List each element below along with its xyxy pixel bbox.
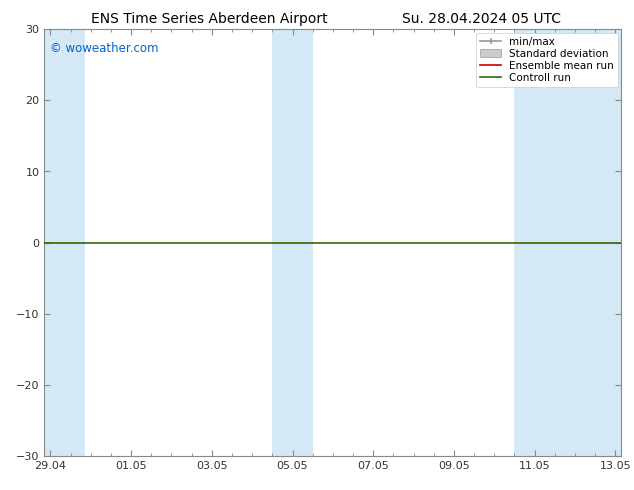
Text: ENS Time Series Aberdeen Airport: ENS Time Series Aberdeen Airport [91,12,328,26]
Bar [273,29,313,456]
Bar [555,29,621,456]
Legend: min/max, Standard deviation, Ensemble mean run, Controll run: min/max, Standard deviation, Ensemble me… [476,32,618,87]
Text: © woweather.com: © woweather.com [50,42,158,55]
Bar [514,29,555,456]
Text: Su. 28.04.2024 05 UTC: Su. 28.04.2024 05 UTC [403,12,561,26]
Bar [44,29,85,456]
